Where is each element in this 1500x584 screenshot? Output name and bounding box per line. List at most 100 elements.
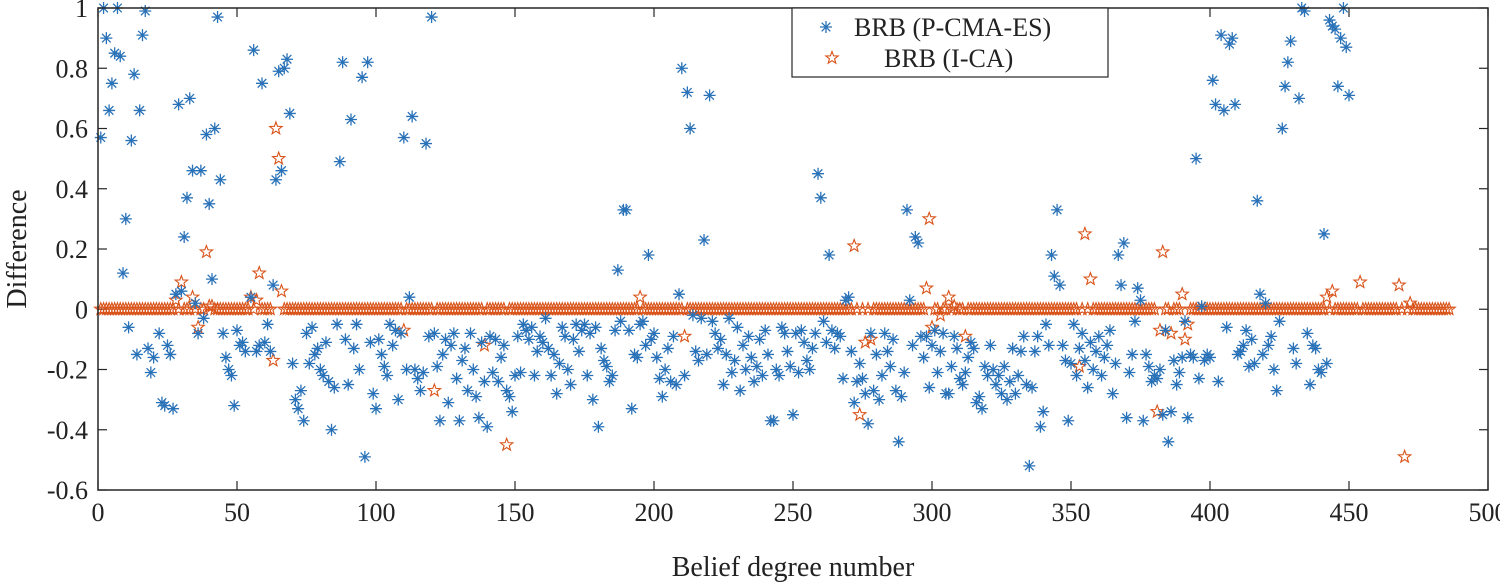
i-ca-point [857,334,873,349]
p-cma-es-point [1140,348,1153,361]
p-cma-es-point [917,351,930,364]
p-cma-es-point [981,369,994,382]
p-cma-es-point [231,324,243,337]
p-cma-es-point [673,288,686,301]
p-cma-es-point [564,378,577,391]
p-cma-es-point [139,5,152,18]
p-cma-es-point [789,327,802,340]
p-cma-es-point [1167,354,1180,367]
p-cma-es-point [219,351,232,364]
p-cma-es-point [506,405,519,418]
i-ca-point [498,436,515,452]
p-cma-es-point [483,330,496,343]
x-tick-label: 100 [357,498,396,527]
p-cma-es-point [228,399,241,412]
p-cma-es-point [862,417,875,430]
p-cma-es-point [678,369,691,382]
p-cma-es-point [559,330,572,343]
p-cma-es-point [136,29,149,42]
p-cma-es-point [94,131,107,144]
p-cma-es-point [1045,249,1058,262]
p-cma-es-point [386,339,399,352]
p-cma-es-point [447,327,460,340]
p-cma-es-point [247,44,260,57]
x-tick-label: 0 [92,498,105,527]
p-cma-es-point [1162,435,1175,448]
i-ca-point [168,292,184,307]
p-cma-es-point [400,363,413,376]
p-cma-es-point [1101,339,1114,352]
p-cma-es-point [1209,98,1222,111]
p-cma-es-point [211,11,224,24]
p-cma-es-point [1279,80,1292,93]
p-cma-es-point [942,387,955,400]
p-cma-es-point [1176,351,1189,364]
p-cma-es-point [620,203,633,216]
p-cma-es-point [1017,330,1030,343]
p-cma-es-point [281,53,294,66]
p-cma-es-point [308,348,321,361]
p-cma-es-point [889,384,902,397]
legend-star-icon [824,49,840,65]
p-cma-es-point [603,375,616,388]
p-cma-es-point [775,321,788,334]
p-cma-es-point [1262,339,1275,352]
p-cma-es-point [122,321,135,334]
p-cma-es-point [395,327,408,340]
p-cma-es-point [1290,357,1303,370]
p-cma-es-point [436,348,449,361]
p-cma-es-point [239,345,252,358]
p-cma-es-point [1092,330,1105,343]
p-cma-es-point [976,402,989,415]
p-cma-es-point [817,315,830,328]
p-cma-es-point [1056,339,1069,352]
p-cma-es-point [117,267,130,280]
p-cma-es-point [1340,41,1353,54]
y-tick-label: 0.4 [56,175,89,204]
p-cma-es-point [128,68,141,81]
p-cma-es-point [595,342,608,355]
p-cma-es-point [850,375,863,388]
p-cma-es-point [511,330,524,343]
x-tick-label: 350 [1052,498,1091,527]
p-cma-es-point [761,348,774,361]
i-ca-point [426,382,443,398]
p-cma-es-point [812,167,825,180]
p-cma-es-point [172,98,185,111]
p-cma-es-point [520,324,533,337]
p-cma-es-point [358,450,371,463]
p-cma-es-point [461,384,474,397]
x-tick-label: 300 [913,498,952,527]
p-cma-es-point [814,191,827,204]
p-cma-es-point [898,366,911,379]
p-cma-es-point [214,173,227,186]
p-cma-es-point [945,360,958,373]
p-cma-es-point [837,372,850,385]
p-cma-es-point [536,336,549,349]
p-cma-es-point [731,321,744,334]
p-cma-es-point [1181,411,1194,424]
p-cma-es-point [1090,345,1103,358]
p-cma-es-point [500,384,513,397]
i-ca-point [921,210,937,226]
p-cma-es-point [194,164,207,177]
p-cma-es-point [1103,324,1116,337]
p-cma-es-point [964,336,977,349]
p-cma-es-point [681,86,694,99]
p-cma-es-point [659,363,672,376]
p-cma-es-point [792,366,805,379]
p-cma-es-point [1009,387,1022,400]
p-cma-es-point [795,324,808,337]
p-cma-es-point [900,203,913,216]
p-cma-es-point [130,348,143,361]
p-cma-es-point [297,414,310,427]
p-cma-es-point [509,369,521,382]
p-cma-es-point [1240,324,1253,337]
y-axis-title: Difference [2,189,33,308]
i-ca-point [262,301,279,316]
p-cma-es-point [205,273,218,286]
p-cma-es-point [567,333,580,346]
p-cma-es-point [934,345,947,358]
p-cma-es-point [584,327,597,340]
i-ca-point [957,328,974,343]
